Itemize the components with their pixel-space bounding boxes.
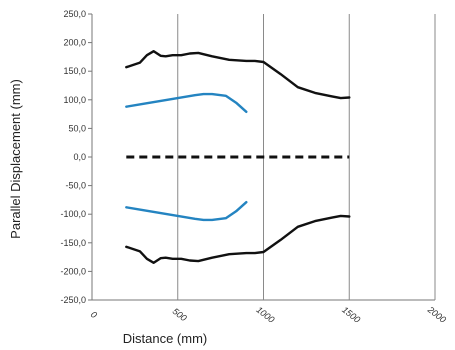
x-tick-label: 0	[89, 309, 99, 320]
y-axis-tick-labels: 250,0 200,0 150,0 100,0 50,0 0,0 -50,0 -100,0 -1…	[60, 9, 92, 305]
x-axis-tick-labels: 0 500 1000 1500 2000	[89, 304, 448, 325]
y-tick-label: 100,0	[63, 95, 86, 105]
series-line-1	[125, 50, 351, 100]
series-line-2	[125, 214, 351, 264]
x-tick-label: 2000	[425, 304, 448, 325]
y-tick-label: 250,0	[63, 9, 86, 19]
y-tick-label: -250,0	[60, 295, 86, 305]
y-tick-label: 150,0	[63, 66, 86, 76]
y-tick-label: 0,0	[73, 152, 86, 162]
series-line-4	[125, 200, 248, 222]
x-tick-label: 1500	[340, 305, 362, 325]
x-tick-label: 1000	[254, 305, 276, 325]
series-line-3	[125, 92, 248, 114]
y-axis-label: Parallel Displacement (mm)	[8, 79, 23, 239]
y-tick-label: -200,0	[60, 266, 86, 276]
x-tick-label: 500	[171, 306, 189, 323]
y-tick-label: -50,0	[65, 181, 86, 191]
y-tick-label: 200,0	[63, 38, 86, 48]
series-lines	[125, 50, 351, 264]
y-tick-label: -150,0	[60, 238, 86, 248]
x-axis-label: Distance (mm)	[123, 331, 208, 346]
y-tick-label: -100,0	[60, 209, 86, 219]
y-tick-label: 50,0	[68, 123, 86, 133]
